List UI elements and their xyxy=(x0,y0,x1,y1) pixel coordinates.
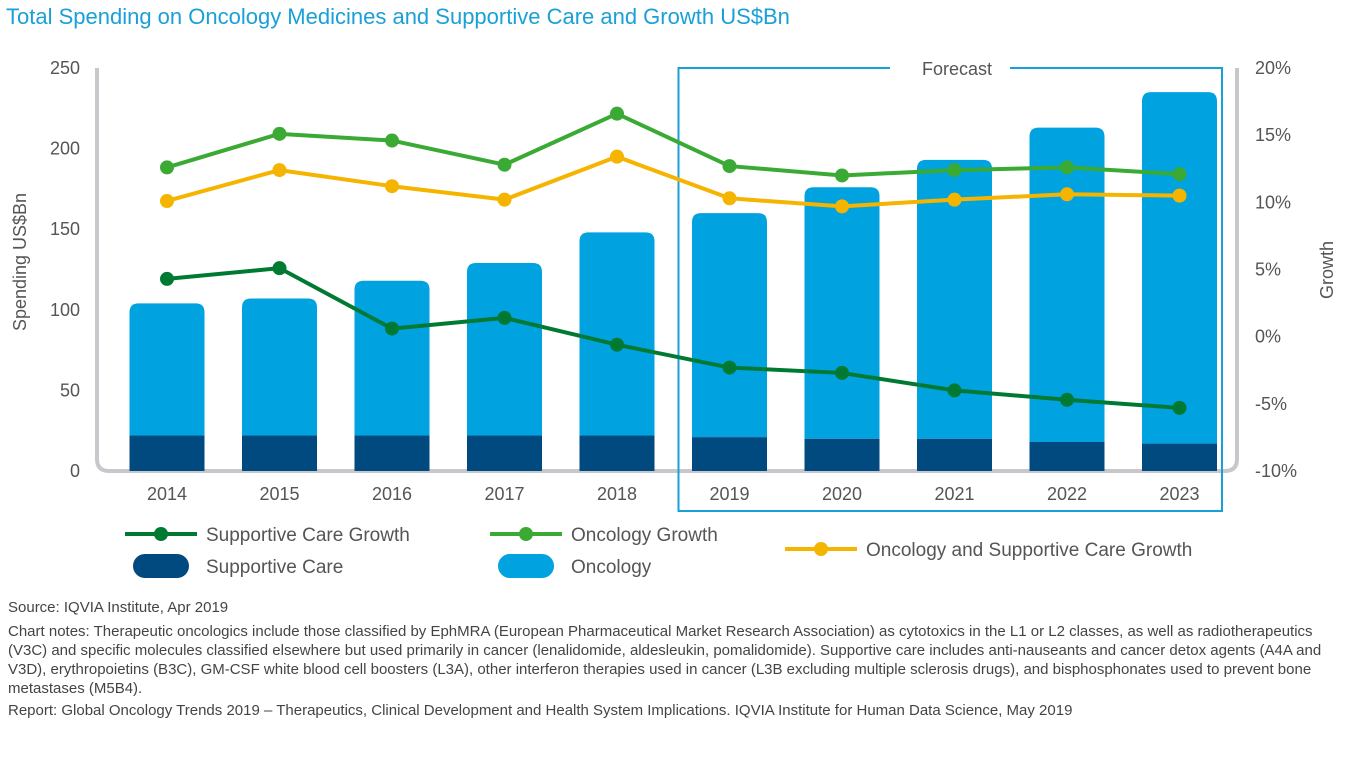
point-oncology-growth xyxy=(835,168,849,183)
point-oncology-growth xyxy=(947,163,962,178)
x-tick-label: 2016 xyxy=(372,484,412,504)
y-left-axis-title: Spending US$Bn xyxy=(10,193,30,331)
bar-supportive-care xyxy=(804,438,880,471)
legend-marker-oncology-growth xyxy=(519,527,533,541)
y-left-tick-label: 250 xyxy=(50,58,80,78)
legend-label: Oncology xyxy=(571,557,652,578)
point-oncology-and-supportive-care-growth xyxy=(497,192,512,207)
point-oncology-and-supportive-care-growth xyxy=(947,192,962,207)
legend-swatch-oncology xyxy=(498,554,554,578)
chart-notes-text: Chart notes: Therapeutic oncologics incl… xyxy=(8,623,1322,697)
bar-supportive-care xyxy=(242,435,317,471)
point-oncology-growth xyxy=(385,133,399,148)
bar-oncology xyxy=(129,303,205,436)
legend-label: Supportive Care xyxy=(206,557,343,578)
bar-supportive-care xyxy=(467,435,542,471)
legend-marker-oncology-and-supportive-care-growth xyxy=(814,542,828,556)
bar-supportive-care xyxy=(917,438,992,471)
y-right-tick-label: 5% xyxy=(1255,260,1281,280)
point-oncology-and-supportive-care-growth xyxy=(610,149,624,164)
point-oncology-growth xyxy=(1060,160,1074,175)
y-right-tick-label: 0% xyxy=(1255,327,1281,347)
x-tick-label: 2018 xyxy=(597,484,637,504)
x-tick-label: 2022 xyxy=(1047,484,1087,504)
source-note: Source: IQVIA Institute, Apr 2019 xyxy=(8,599,229,616)
point-supportive-care-growth xyxy=(1060,392,1074,407)
point-oncology-growth xyxy=(272,126,287,141)
legend-label: Oncology and Supportive Care Growth xyxy=(866,540,1192,561)
y-left-tick-label: 200 xyxy=(50,139,80,159)
y-left-tick-label: 100 xyxy=(50,300,80,320)
x-tick-label: 2021 xyxy=(934,484,974,504)
point-supportive-care-growth xyxy=(947,383,962,398)
point-supportive-care-growth xyxy=(610,337,624,352)
y-right-tick-label: 15% xyxy=(1255,125,1291,145)
line-oncology-and-supportive-care-growth xyxy=(166,154,1180,209)
y-right-axis-title: Growth xyxy=(1317,241,1337,299)
x-tick-label: 2020 xyxy=(822,484,862,504)
bar-oncology xyxy=(242,298,317,436)
legend-swatch-supportive-care xyxy=(133,554,189,578)
point-supportive-care-growth xyxy=(160,271,174,286)
bar-supportive-care xyxy=(1142,443,1217,471)
point-oncology-and-supportive-care-growth xyxy=(385,179,399,194)
x-tick-label: 2014 xyxy=(147,484,187,504)
point-supportive-care-growth xyxy=(272,261,287,276)
report-note: Report: Global Oncology Trends 2019 – Th… xyxy=(8,702,1073,719)
point-supportive-care-growth xyxy=(722,360,737,375)
chart-title: Total Spending on Oncology Medicines and… xyxy=(6,4,790,29)
point-oncology-and-supportive-care-growth xyxy=(272,163,287,178)
x-tick-label: 2015 xyxy=(259,484,299,504)
point-oncology-growth xyxy=(1172,167,1187,182)
bar-oncology xyxy=(804,187,880,439)
y-right-tick-label: -10% xyxy=(1255,461,1297,481)
forecast-label: Forecast xyxy=(922,59,992,79)
bar-oncology xyxy=(1029,127,1105,442)
line-oncology-growth xyxy=(166,111,1180,178)
bar-supportive-care xyxy=(354,435,430,471)
point-oncology-growth xyxy=(722,159,737,174)
x-tick-label: 2017 xyxy=(484,484,524,504)
y-left-tick-label: 0 xyxy=(70,461,80,481)
bar-oncology xyxy=(917,159,992,439)
y-right-tick-label: 10% xyxy=(1255,192,1291,212)
legend-label: Supportive Care Growth xyxy=(206,525,410,546)
bar-supportive-care xyxy=(129,435,205,471)
bar-oncology xyxy=(692,213,767,438)
point-supportive-care-growth xyxy=(385,321,399,336)
point-oncology-and-supportive-care-growth xyxy=(1060,187,1074,202)
point-supportive-care-growth xyxy=(835,365,849,380)
point-supportive-care-growth xyxy=(497,310,512,325)
point-oncology-and-supportive-care-growth xyxy=(835,199,849,214)
point-oncology-and-supportive-care-growth xyxy=(160,193,174,208)
y-left-tick-label: 50 xyxy=(60,380,80,400)
chart-notes: Source: IQVIA Institute, Apr 2019 Chart … xyxy=(8,598,1343,725)
x-tick-label: 2023 xyxy=(1159,484,1199,504)
bar-supportive-care xyxy=(692,437,767,471)
y-right-tick-label: 20% xyxy=(1255,58,1291,78)
point-oncology-growth xyxy=(160,160,174,175)
axis-frame xyxy=(95,68,1239,473)
point-supportive-care-growth xyxy=(1172,400,1187,415)
legend-label: Oncology Growth xyxy=(571,525,718,546)
point-oncology-growth xyxy=(497,157,512,172)
y-right-tick-label: -5% xyxy=(1255,394,1287,414)
x-tick-label: 2019 xyxy=(709,484,749,504)
bar-supportive-care xyxy=(1029,441,1105,471)
line-supportive-care-growth xyxy=(166,266,1180,410)
bar-oncology xyxy=(1142,92,1217,444)
bar-oncology xyxy=(579,232,655,436)
point-oncology-growth xyxy=(610,106,624,121)
forecast-box xyxy=(677,67,1223,512)
legend-marker-supportive-care-growth xyxy=(154,527,168,541)
y-left-tick-label: 150 xyxy=(50,219,80,239)
point-oncology-and-supportive-care-growth xyxy=(722,191,737,206)
combo-chart: Forecast 0 50 100 150 200 250 -10% -5% 0% 5% 10% 15%… xyxy=(10,58,1337,578)
bar-oncology xyxy=(354,280,430,436)
point-oncology-and-supportive-care-growth xyxy=(1172,188,1187,203)
bar-oncology xyxy=(467,263,542,436)
bar-supportive-care xyxy=(579,435,655,471)
